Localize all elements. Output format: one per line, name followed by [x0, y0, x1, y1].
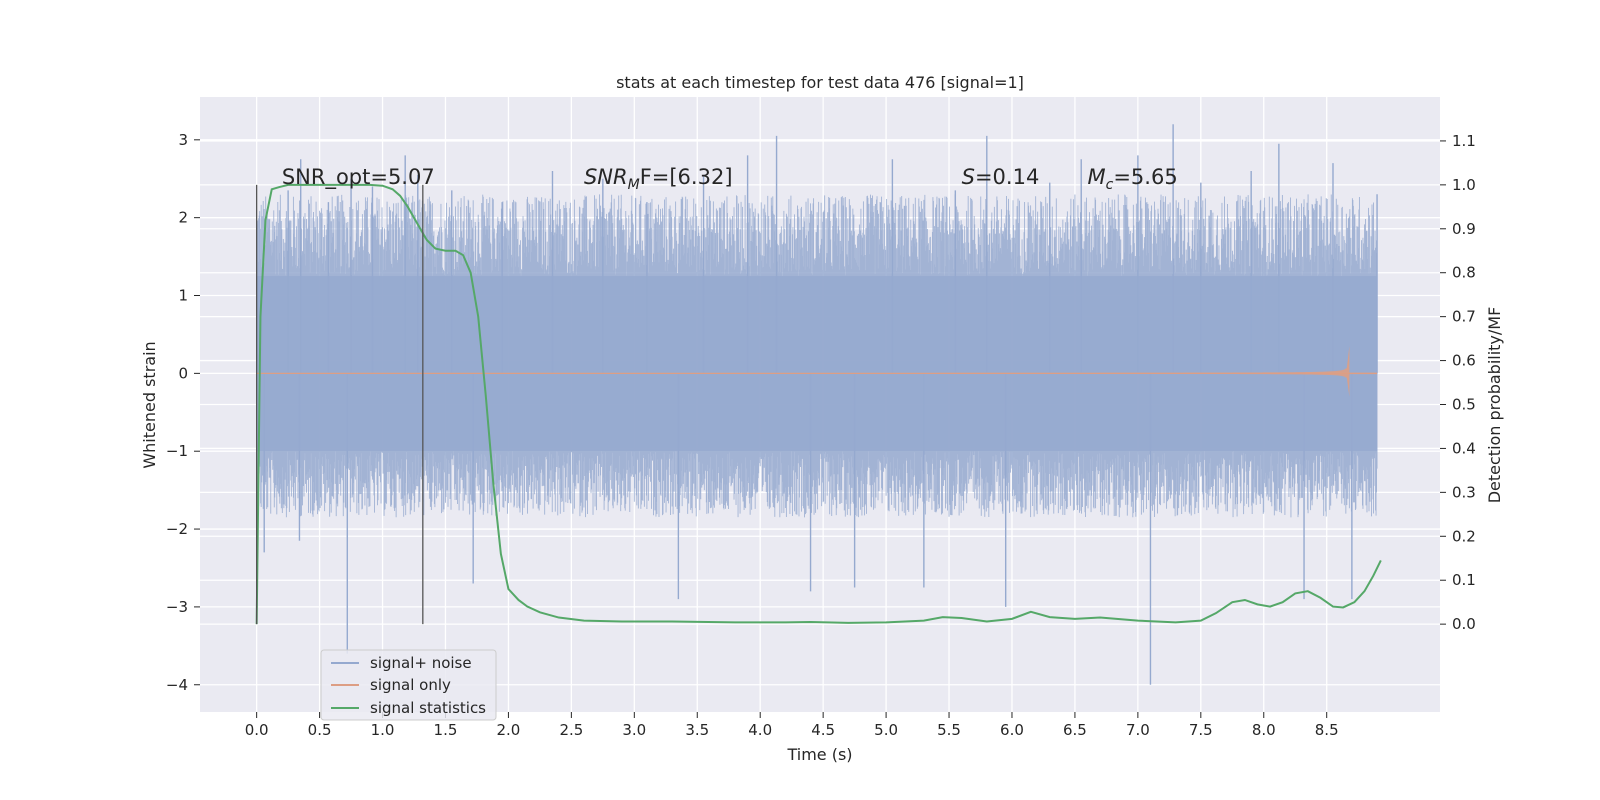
series-signal-only [256, 346, 1378, 397]
annotation-snr-opt: SNR_opt=5.07 [282, 165, 435, 190]
y-right-tick-label: 1.1 [1452, 132, 1476, 150]
x-tick-label: 2.5 [559, 721, 583, 739]
series-signal-noise [256, 124, 1378, 685]
x-tick-label: 2.0 [496, 721, 520, 739]
annotation-s-prefix: S [962, 165, 975, 189]
y-tick-label: −2 [166, 520, 188, 538]
annotation-mc: Mc=5.65 [1088, 165, 1178, 193]
annotation-snr-mf: SNRMF=[6.32] [584, 165, 733, 193]
legend: signal+ noise signal only signal statist… [320, 649, 497, 721]
y-tick-label: 0 [178, 364, 188, 382]
x-tick-label: 1.0 [371, 721, 395, 739]
y-axis-left: −4 −3 −2 −1 0 1 2 3 [166, 131, 200, 694]
x-tick-label: 3.0 [622, 721, 646, 739]
x-axis-label: Time (s) [786, 745, 852, 764]
annotation-s-suffix: =0.14 [975, 165, 1039, 189]
annotation-snr-mf-sub: M [628, 177, 640, 193]
y-axis-label-right: Detection probability/MF [1485, 307, 1504, 504]
x-tick-label: 7.0 [1126, 721, 1150, 739]
y-right-tick-label: 0.6 [1452, 352, 1476, 370]
y-right-tick-label: 0.2 [1452, 527, 1476, 545]
y-right-tick-label: 0.8 [1452, 264, 1476, 282]
x-tick-label: 6.0 [1000, 721, 1024, 739]
x-tick-label: 8.0 [1252, 721, 1276, 739]
y-right-tick-label: 0.5 [1452, 396, 1476, 414]
x-tick-label: 5.0 [874, 721, 898, 739]
annotation-mc-sub: c [1106, 177, 1114, 193]
x-tick-label: 4.0 [748, 721, 772, 739]
x-tick-label: 0.5 [308, 721, 332, 739]
y-right-tick-label: 1.0 [1452, 176, 1476, 194]
legend-label-signal-only: signal only [370, 676, 451, 694]
y-tick-label: −1 [166, 442, 188, 460]
vertical-markers [255, 184, 424, 625]
chart-title: stats at each timestep for test data 476… [616, 73, 1024, 92]
annotation-mc-prefix: M [1088, 165, 1106, 189]
y-right-tick-label: 0.9 [1452, 220, 1476, 238]
legend-label-signal-statistics: signal statistics [370, 699, 486, 717]
annotation-snr-mf-suffix: F=[6.32] [640, 165, 733, 189]
annotation-mc-suffix: =5.65 [1113, 165, 1177, 189]
y-tick-label: 1 [178, 287, 188, 305]
y-axis-right: 0.0 0.1 0.2 0.3 0.4 0.5 0.6 0.7 0.8 0.9 1.0 1.1 [1440, 132, 1476, 633]
x-tick-label: 8.5 [1315, 721, 1339, 739]
annotation-s: S=0.14 [962, 165, 1040, 189]
y-tick-label: 2 [178, 209, 188, 227]
y-axis-label: Whitened strain [140, 341, 159, 468]
y-tick-label: 3 [178, 131, 188, 149]
x-tick-label: 1.5 [434, 721, 458, 739]
x-tick-label: 7.5 [1189, 721, 1213, 739]
x-tick-label: 0.0 [245, 721, 269, 739]
y-right-tick-label: 0.0 [1452, 615, 1476, 633]
y-right-tick-label: 0.1 [1452, 571, 1476, 589]
x-tick-label: 6.5 [1063, 721, 1087, 739]
statistics-line [255, 183, 1382, 625]
series-layer [255, 124, 1382, 685]
legend-label-signal-noise: signal+ noise [370, 654, 472, 672]
y-tick-label: −3 [166, 598, 188, 616]
x-tick-label: 4.5 [811, 721, 835, 739]
y-right-tick-label: 0.7 [1452, 308, 1476, 326]
legend-box [320, 649, 497, 721]
y-right-tick-label: 0.3 [1452, 483, 1476, 501]
x-tick-label: 5.5 [937, 721, 961, 739]
annotation-snr-mf-prefix: SNR [584, 165, 628, 189]
series-signal-statistics [255, 183, 1382, 625]
y-right-tick-label: 0.4 [1452, 439, 1476, 457]
y-tick-label: −4 [166, 676, 188, 694]
x-axis: 0.0 0.5 1.0 1.5 2.0 2.5 3.0 3.5 4.0 4.5 5.0 5.5 6.0 6… [245, 712, 1339, 739]
x-tick-label: 3.5 [685, 721, 709, 739]
noise-core-band [256, 276, 1378, 452]
